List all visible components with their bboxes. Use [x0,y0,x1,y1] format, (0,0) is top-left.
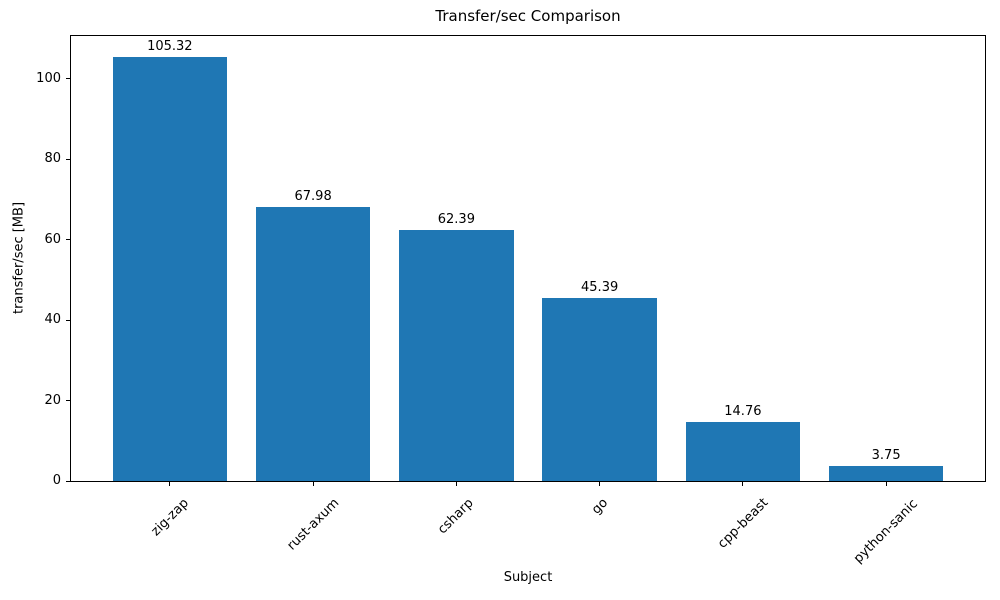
bar [112,57,228,481]
y-tick-label: 20 [44,392,61,408]
bar [399,229,514,481]
x-axis-tick [169,482,171,486]
x-tick-label: csharp [435,496,477,538]
y-axis-tick [66,480,70,482]
y-tick-label: 0 [52,473,61,488]
y-tick-label: 100 [36,70,61,86]
bar [828,465,944,481]
y-axis-label: transfer/sec [MB] [11,201,27,315]
y-tick-label: 80 [44,151,61,167]
bar-value-label: 62.39 [437,211,475,227]
bar-value-label: 67.98 [294,189,332,205]
x-axis-tick [312,482,314,486]
x-tick-label: zig-zap [148,495,192,540]
x-axis-tick [885,482,887,486]
y-axis-tick [66,239,70,241]
x-axis-tick [455,482,457,486]
x-tick-label: python-sanic [851,496,922,566]
x-axis-tick [742,482,744,486]
bar-value-label: 14.76 [724,403,762,419]
x-tick-label: cpp-beast [715,495,772,553]
bar [685,421,801,481]
y-axis-tick [66,158,70,160]
y-tick-label: 40 [44,312,61,328]
y-axis-tick [66,319,70,321]
plot-area: 0 20 40 60 80 100 105.32 zig-zap 67.98 rust-axum 6… [36,35,986,566]
y-tick-label: 60 [44,231,61,247]
x-axis-tick [599,482,601,486]
x-axis-label: Subject [503,570,553,585]
bar [255,207,371,481]
bar-value-label: 105.32 [147,39,193,55]
y-axis-tick [66,78,70,80]
chart-title: Transfer/sec Comparison [435,7,621,25]
x-tick-label: go [588,495,611,518]
y-axis-tick [66,400,70,402]
bar-value-label: 45.39 [581,280,619,296]
x-tick-label: rust-axum [284,496,342,554]
bar-value-label: 3.75 [871,447,901,463]
bar [542,298,657,481]
